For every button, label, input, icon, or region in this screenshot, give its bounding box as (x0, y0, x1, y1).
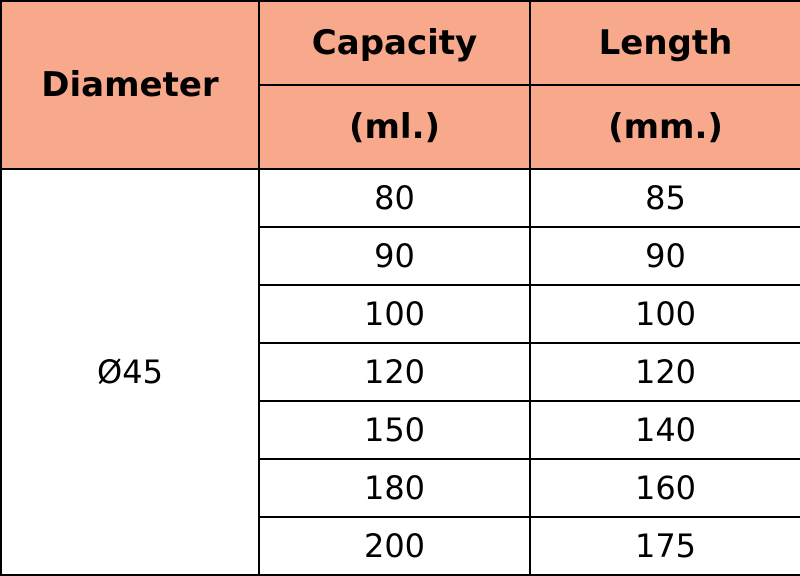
capacity-cell: 200 (258, 516, 531, 576)
capacity-cell: 90 (258, 226, 531, 286)
length-cell: 120 (529, 342, 800, 402)
header-diameter: Diameter (0, 0, 260, 170)
header-capacity: Capacity (258, 0, 531, 86)
table-row: 150 140 (1, 400, 800, 460)
length-cell: 90 (529, 226, 800, 286)
length-cell: 85 (529, 168, 800, 228)
table-body: Ø45 80 85 90 90 100 100 120 120 150 140 … (0, 168, 800, 576)
table-row: 90 90 (1, 226, 800, 286)
table-row: 100 100 (1, 284, 800, 344)
capacity-cell: 100 (258, 284, 531, 344)
length-cell: 160 (529, 458, 800, 518)
length-cell: 175 (529, 516, 800, 576)
table-row: 120 120 (1, 342, 800, 402)
length-cell: 100 (529, 284, 800, 344)
capacity-cell: 80 (258, 168, 531, 228)
table-row: 180 160 (1, 458, 800, 518)
header-row-top: Diameter Capacity Length (0, 0, 800, 170)
capacity-cell: 180 (258, 458, 531, 518)
length-cell: 140 (529, 400, 800, 460)
table-header: Diameter Capacity Length (ml.) (mm.) (0, 0, 800, 170)
header-row-units: (ml.) (mm.) (1, 84, 800, 170)
diameter-cell: Ø45 (0, 168, 260, 576)
header-length-unit: (mm.) (529, 84, 800, 170)
header-length: Length (529, 0, 800, 86)
table-row: Ø45 80 85 (0, 168, 800, 576)
capacity-cell: 150 (258, 400, 531, 460)
header-capacity-unit: (ml.) (258, 84, 531, 170)
capacity-cell: 120 (258, 342, 531, 402)
